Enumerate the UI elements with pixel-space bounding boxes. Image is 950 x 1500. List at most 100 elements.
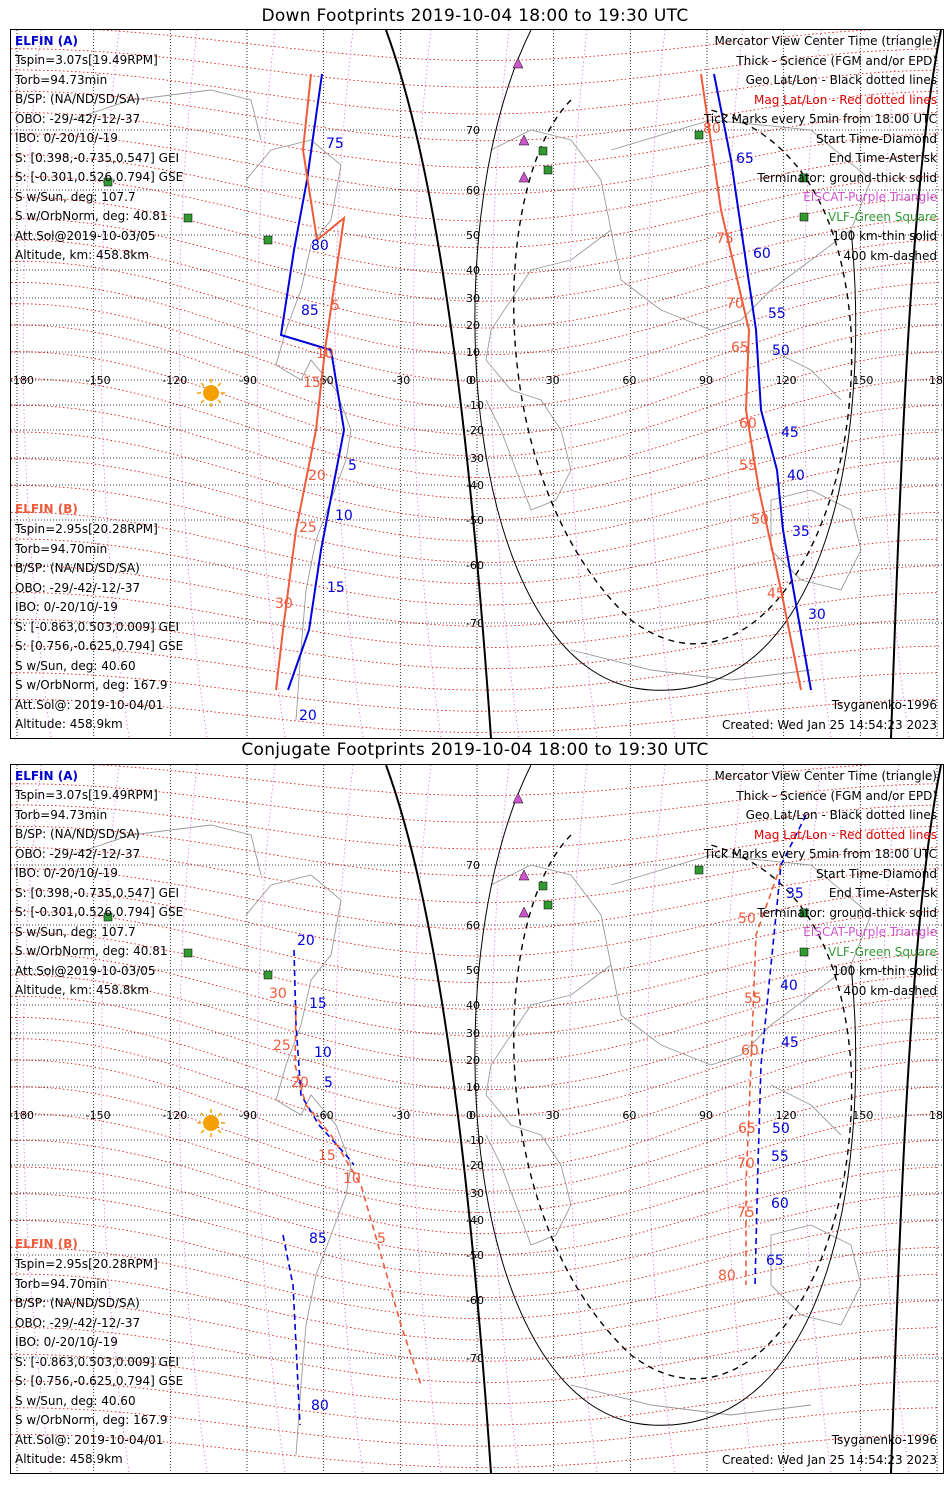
elfin-b-tick-label: 25: [299, 520, 317, 536]
vlf-square-icon: [183, 213, 193, 223]
vlf-square-icon: [543, 900, 553, 910]
elfin-b-tick-label: 75: [737, 1205, 755, 1221]
elfin-b-info-line: S w/Sun, deg: 40.60: [15, 658, 136, 673]
elfin-b-info-line: B/SP: (NA/ND/SD/SA): [15, 561, 140, 575]
mag-lat-line: [11, 133, 940, 195]
mag-lon-line: [22, 30, 52, 738]
elfin-b-tick-label: 30: [269, 986, 287, 1002]
mag-lon-line: [646, 30, 676, 738]
vlf-square-icon: [799, 908, 809, 918]
mag-lon-line: [22, 765, 52, 1473]
elfin-a-tick-label: 80: [311, 238, 329, 254]
mag-lat-line: [11, 1407, 940, 1447]
footprint-400km-line: [513, 834, 853, 1380]
elfin-a-info-line: B/SP: (NA/ND/SD/SA): [15, 92, 140, 106]
sun-ray: [200, 382, 205, 387]
footprint-400km-line: [513, 99, 853, 645]
sun-icon: [203, 385, 219, 401]
vlf-square-icon: [799, 212, 809, 222]
elfin-b-info-line: Tspin=2.95s[20.28RPM]: [15, 522, 158, 536]
vlf-square-icon: [799, 947, 809, 957]
elfin-a-tick-label: 40: [780, 978, 798, 994]
elfin-a-info-line: S w/OrbNorm, deg: 40.81: [15, 209, 168, 223]
lat-axis-label: 20: [466, 319, 480, 332]
elfin-a-tick-label: 15: [309, 996, 327, 1012]
elfin-b-track: [275, 73, 346, 691]
mag-lat-line: [11, 175, 940, 249]
coastline: [70, 89, 262, 141]
coastline: [485, 864, 612, 1096]
elfin-b-tick-label: 10: [316, 346, 334, 362]
lon-axis-label: 150: [852, 374, 873, 387]
mag-lat-line: [11, 672, 940, 712]
lon-axis-label: -30: [392, 374, 410, 387]
lat-axis-label: 10: [466, 1081, 480, 1094]
elfin-a-info-line: OBO: -29/-42/-12/-37: [15, 846, 141, 861]
eiscat-triangle-icon: [518, 134, 530, 146]
elfin-b-info-line: Altitude: 458.9km: [15, 717, 123, 731]
lat-axis-label: -40: [466, 1214, 484, 1227]
lon-axis-label: -60: [316, 1109, 334, 1122]
mag-lon-line: [178, 30, 208, 738]
lat-axis-label: 0: [466, 1109, 473, 1122]
elfin-a-track: [293, 949, 355, 1166]
lat-axis-label: -60: [466, 1294, 484, 1307]
elfin-a-info-line: Torb=94.73min: [15, 72, 108, 87]
legend-line: Mercator View Center Time (triangle): [714, 769, 937, 783]
legend-line: Geo Lat/Lon - Black dotted lines: [745, 73, 937, 87]
vlf-square-icon: [694, 130, 704, 140]
elfin-a-tick-label: 55: [768, 306, 786, 322]
elfin-b-tick-label: 70: [726, 296, 744, 312]
legend-line: 100 km-thin solid: [832, 964, 937, 978]
lat-axis-label: 40: [466, 999, 480, 1012]
legend-line: EISCAT-Purple Triangle: [803, 190, 937, 204]
mag-lat-line: [11, 1246, 940, 1320]
mag-lat-line: [11, 1300, 940, 1362]
mag-lon-line: [490, 30, 520, 738]
elfin-a-tick-label: 85: [301, 303, 319, 319]
legend-line: 100 km-thin solid: [832, 229, 937, 243]
mag-lon-line: [100, 30, 130, 738]
lon-axis-label: 0: [469, 1109, 476, 1122]
elfin-b-info-line: S: [-0.863,0.503,0.009] GEI: [15, 619, 180, 634]
elfin-b-tick-label: 25: [273, 1038, 291, 1054]
lat-axis-label: 30: [466, 1027, 480, 1040]
map-panel-down: -180 -150 -120 -90 -60 -30 0 30 60 90 120 150 180 70 6…: [10, 29, 944, 739]
lon-axis-label: 180: [929, 374, 943, 387]
model-label: Tsyganenko-1996: [831, 1433, 937, 1447]
mag-lat-line: [11, 404, 940, 500]
lat-axis-label: 40: [466, 264, 480, 277]
legend-line: Thick - Science (FGM and/or EPD): [736, 53, 937, 68]
legend-line: Geo Lat/Lon - Black dotted lines: [745, 808, 937, 822]
lon-axis-label: 180: [929, 1109, 943, 1122]
model-label: Tsyganenko-1996: [831, 698, 937, 712]
coastline: [570, 1384, 812, 1416]
footprint-map-conjugate: -180 -150 -120 -90 -60 -30 0 30 60 90 120 150 180 70 6…: [11, 765, 943, 1473]
terminator-line: [890, 30, 942, 738]
elfin-a-tick-label: 65: [766, 1253, 784, 1269]
elfin-a-tick-label: 50: [772, 343, 790, 359]
legend-line: Start Time-Diamond: [815, 866, 937, 881]
mag-lon-line: [646, 765, 676, 1473]
elfin-a-info-line: Torb=94.73min: [15, 807, 108, 822]
terminator-line: [385, 765, 492, 1473]
mag-lat-line: [11, 910, 940, 984]
legend-line: EISCAT-Purple Triangle: [803, 925, 937, 939]
terminator-line: [385, 30, 492, 738]
mag-lat-line: [11, 932, 940, 1010]
mag-lat-line: [11, 1113, 940, 1213]
mag-lat-line: [11, 1327, 940, 1383]
elfin-a-tick-label: 60: [753, 246, 771, 262]
lat-axis-label: -70: [466, 617, 484, 630]
legend-line: VLF-Green Square: [828, 209, 937, 224]
elfin-b-tick-label: 10: [343, 1171, 361, 1187]
vlf-square-icon: [538, 146, 548, 156]
mag-lat-line: [11, 699, 940, 733]
mag-lat-line: [11, 351, 940, 457]
mag-lon-line: [802, 765, 832, 1473]
coastline: [770, 489, 862, 591]
elfin-a-tick-label: 45: [781, 425, 799, 441]
elfin-b-tick-label: 55: [744, 991, 762, 1007]
mag-lat-line: [11, 303, 940, 409]
panel-title-down: Down Footprints 2019-10-04 18:00 to 19:3…: [261, 6, 689, 26]
